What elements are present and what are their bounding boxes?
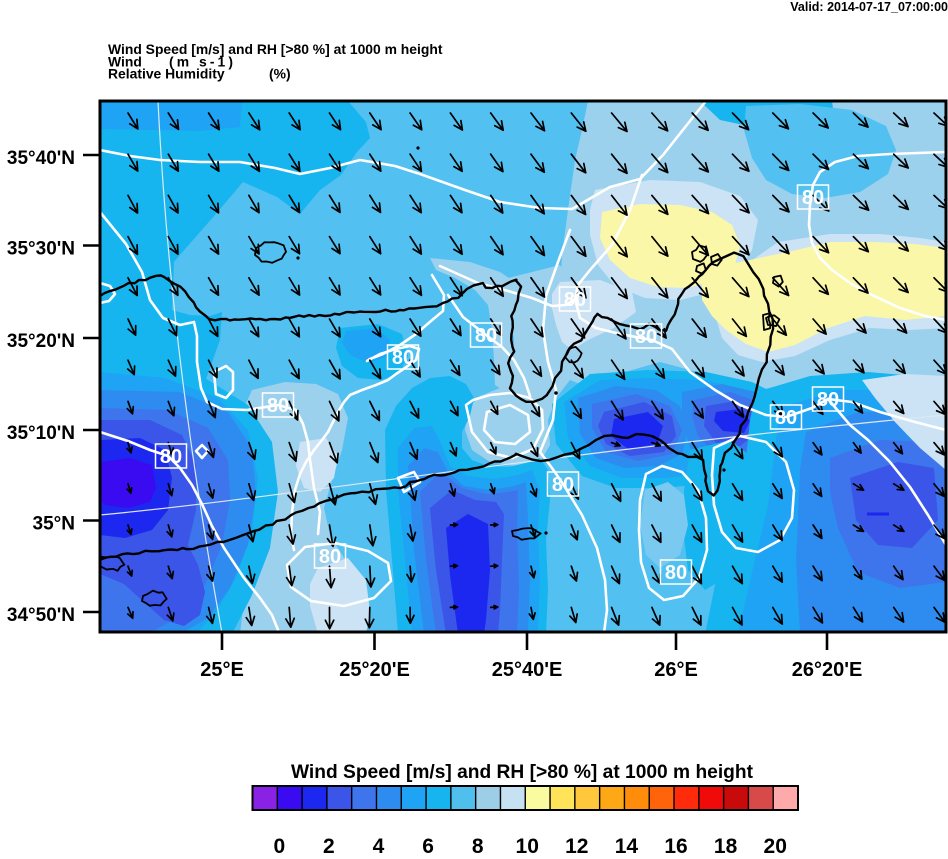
svg-text:35°10'N: 35°10'N xyxy=(7,423,75,444)
svg-text:2: 2 xyxy=(323,835,335,854)
svg-text:80: 80 xyxy=(665,562,687,584)
svg-text:0: 0 xyxy=(273,835,285,854)
svg-text:Wind Speed [m/s] and RH [>80 %: Wind Speed [m/s] and RH [>80 %] at 1000 … xyxy=(291,762,754,783)
svg-text:80: 80 xyxy=(802,187,824,209)
svg-text:80: 80 xyxy=(564,289,586,311)
svg-text:26°E: 26°E xyxy=(654,659,698,681)
svg-text:Valid: 2014-07-17_07:00:00: Valid: 2014-07-17_07:00:00 xyxy=(790,0,948,14)
svg-text:80: 80 xyxy=(160,446,182,468)
svg-text:80: 80 xyxy=(775,407,797,429)
svg-text:Wind: Wind xyxy=(108,54,142,70)
svg-text:18: 18 xyxy=(714,835,738,854)
svg-text:80: 80 xyxy=(392,347,414,369)
svg-text:35°40'N: 35°40'N xyxy=(7,148,75,169)
svg-text:25°E: 25°E xyxy=(200,659,244,681)
svg-text:(m s-1): (m s-1) xyxy=(169,54,233,70)
svg-text:80: 80 xyxy=(552,474,574,496)
svg-text:14: 14 xyxy=(615,835,639,854)
svg-text:35°30'N: 35°30'N xyxy=(7,239,75,260)
svg-text:80: 80 xyxy=(267,395,289,417)
svg-text:35°N: 35°N xyxy=(33,514,75,535)
svg-text:20: 20 xyxy=(764,835,787,854)
svg-text:Wind Speed [m/s] and RH [>80 %: Wind Speed [m/s] and RH [>80 %] at 1000 … xyxy=(108,41,443,57)
svg-text:16: 16 xyxy=(664,835,687,854)
svg-text:80: 80 xyxy=(635,326,657,348)
svg-text:25°20'E: 25°20'E xyxy=(339,659,410,681)
svg-text:25°40'E: 25°40'E xyxy=(492,659,563,681)
svg-text:26°20'E: 26°20'E xyxy=(792,659,863,681)
svg-text:80: 80 xyxy=(319,546,341,568)
svg-text:Relative Humidity: Relative Humidity xyxy=(108,66,225,82)
svg-text:10: 10 xyxy=(516,835,539,854)
svg-text:12: 12 xyxy=(565,835,588,854)
svg-text:80: 80 xyxy=(817,389,839,411)
svg-text:4: 4 xyxy=(373,835,385,854)
svg-text:8: 8 xyxy=(472,835,484,854)
svg-text:6: 6 xyxy=(422,835,434,854)
svg-text:34°50'N: 34°50'N xyxy=(7,605,75,626)
svg-text:80: 80 xyxy=(475,325,497,347)
svg-text:(%): (%) xyxy=(269,66,291,82)
svg-text:35°20'N: 35°20'N xyxy=(7,331,75,352)
